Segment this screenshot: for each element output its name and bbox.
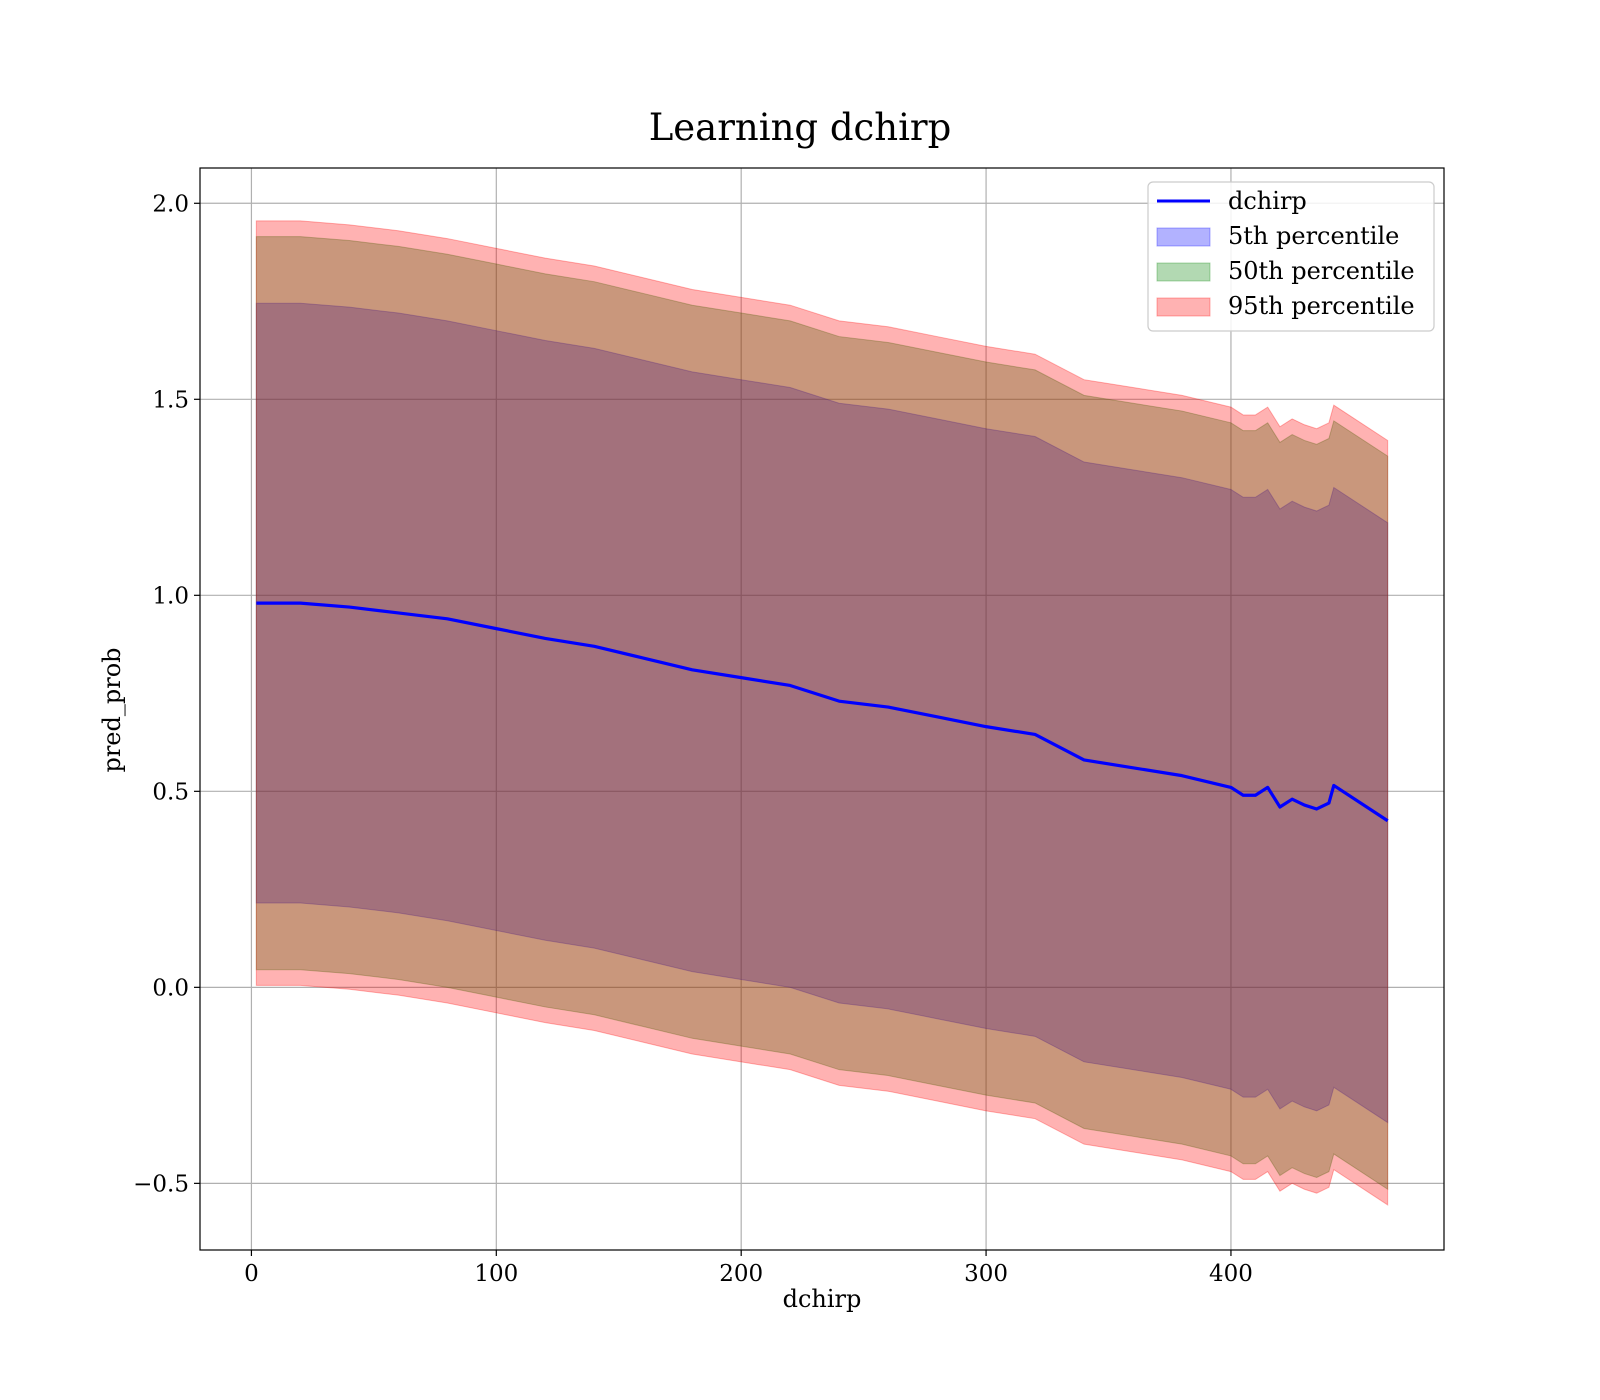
y-tick-label-3: 1.0	[152, 583, 189, 609]
grid	[200, 168, 1444, 1250]
x-tick-label-1: 100	[474, 1261, 518, 1287]
x-tick-label-4: 400	[1209, 1261, 1253, 1287]
legend-swatch-50th	[1156, 262, 1211, 282]
band-5th-percentile	[255, 302, 1389, 1124]
x-tick-label-0: 0	[244, 1261, 259, 1287]
x-axis-ticks: 0 100 200 300 400	[244, 1250, 1253, 1287]
legend-label-95th: 95th percentile	[1228, 292, 1415, 320]
line-layer	[256, 601, 1389, 823]
x-axis-label: dchirp	[783, 1285, 862, 1313]
y-axis-ticks: −0.5 0.0 0.5 1.0 1.5 2.0	[133, 191, 200, 1197]
y-tick-label-0: −0.5	[133, 1171, 189, 1197]
y-tick-label-2: 0.5	[152, 779, 189, 805]
x-tick-label-2: 200	[719, 1261, 763, 1287]
legend-swatch-95th	[1156, 297, 1211, 317]
x-tick-label-3: 300	[964, 1261, 1008, 1287]
band-50th-percentile	[255, 236, 1389, 1191]
percentile-bands	[255, 220, 1389, 1206]
series-line-dchirp	[256, 601, 1389, 823]
y-tick-label-1: 0.0	[152, 975, 189, 1001]
y-tick-label-4: 1.5	[152, 387, 189, 413]
legend-swatch-5th	[1156, 227, 1211, 247]
y-axis-label: pred_prob	[98, 647, 126, 772]
legend-label-5th: 5th percentile	[1228, 222, 1399, 250]
chart-title: Learning dchirp	[649, 106, 952, 149]
legend-box	[1147, 181, 1435, 332]
legend: dchirp 5th percentile 50th percentile 95…	[1147, 181, 1435, 332]
legend-label-dchirp: dchirp	[1228, 187, 1307, 215]
plot-frame	[199, 167, 1445, 1251]
legend-label-50th: 50th percentile	[1228, 257, 1415, 285]
y-tick-label-5: 2.0	[152, 191, 189, 217]
band-95th-percentile	[255, 220, 1389, 1206]
